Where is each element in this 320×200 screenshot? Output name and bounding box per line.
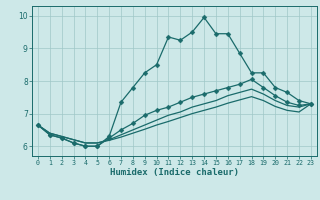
X-axis label: Humidex (Indice chaleur): Humidex (Indice chaleur) (110, 168, 239, 177)
